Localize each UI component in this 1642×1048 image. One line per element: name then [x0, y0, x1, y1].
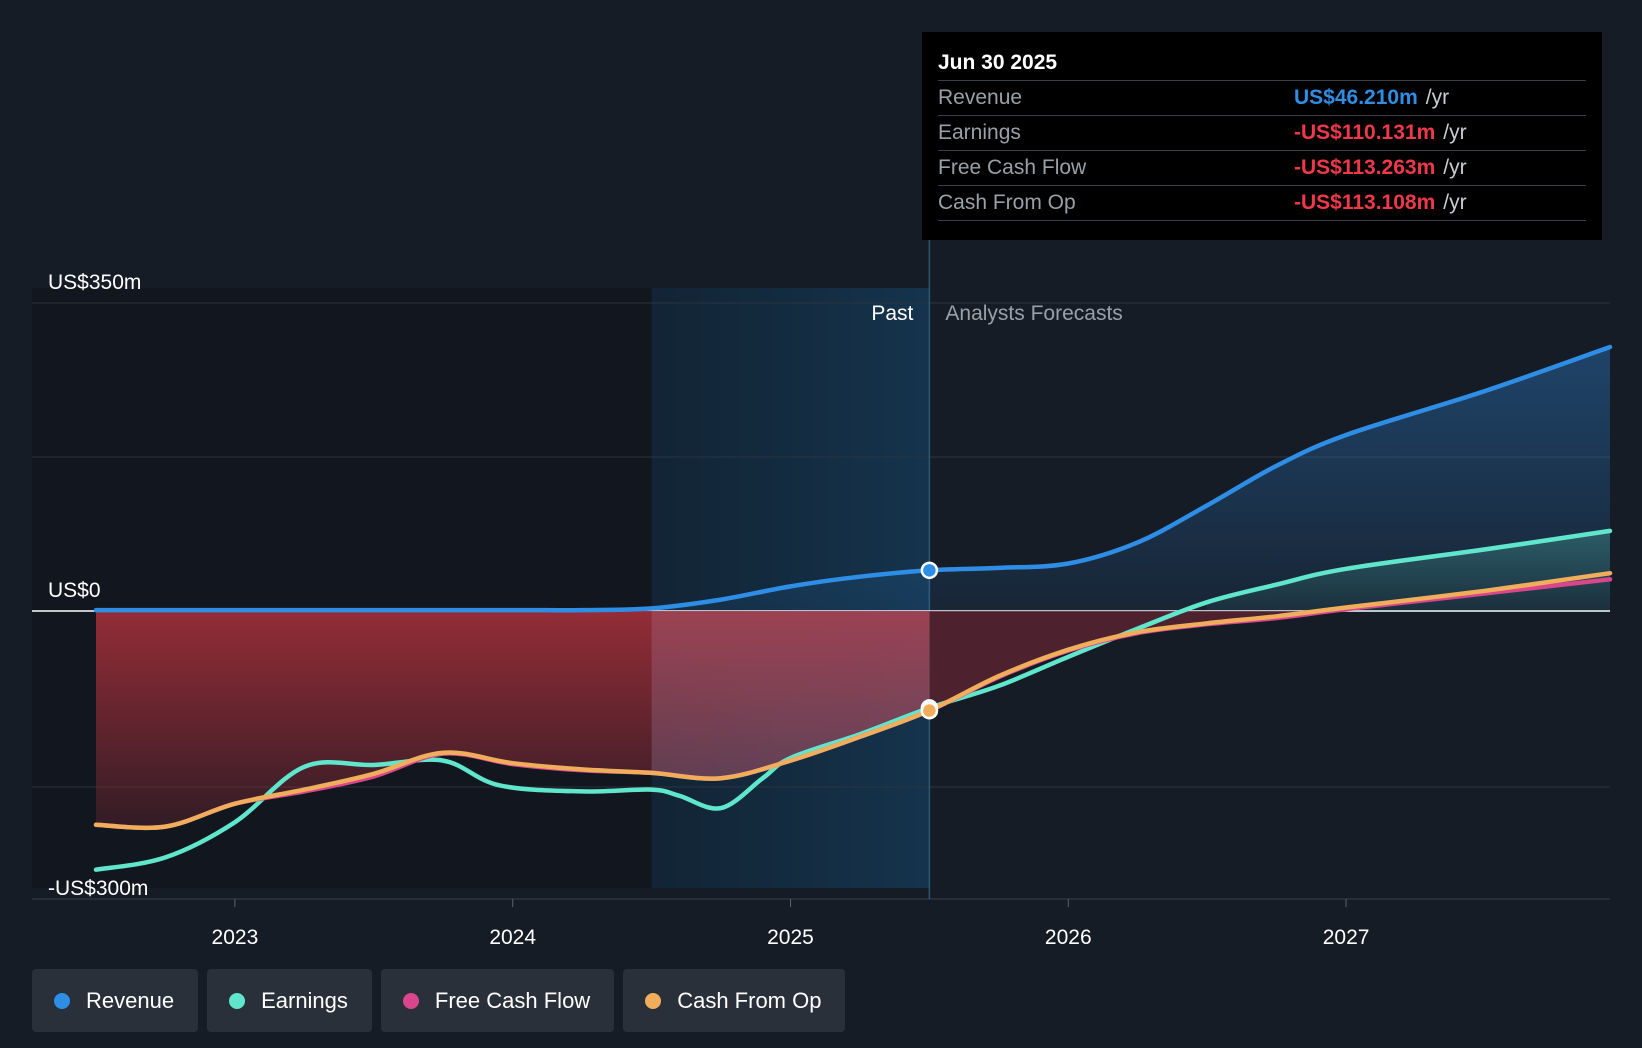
tooltip: Jun 30 2025 Revenue US$46.210m /yr Earni…	[922, 32, 1602, 240]
y-axis-label: -US$300m	[48, 877, 148, 900]
legend-label: Earnings	[261, 987, 348, 1013]
x-tick-label: 2025	[767, 926, 814, 949]
marker-revenue	[920, 561, 939, 580]
cash-from-op-dot-icon	[645, 992, 662, 1009]
tooltip-row-earnings: Earnings -US$110.131m /yr	[938, 116, 1586, 151]
past-negative-area	[96, 611, 930, 828]
tooltip-row-free-cash-flow: Free Cash Flow -US$113.263m /yr	[938, 151, 1586, 186]
series-line-earnings	[93, 528, 1613, 872]
tooltip-unit: /yr	[1443, 121, 1467, 144]
legend-label: Free Cash Flow	[434, 987, 591, 1013]
earnings-dot-icon	[229, 992, 246, 1009]
series-line-cash-from-op	[93, 570, 1613, 831]
tooltip-unit: /yr	[1443, 156, 1467, 179]
forecast-label: Analysts Forecasts	[945, 302, 1122, 325]
x-tick-label: 2023	[212, 926, 259, 949]
legend: Revenue Earnings Free Cash Flow Cash Fro…	[32, 969, 846, 1032]
tooltip-value: US$46.210m	[1294, 86, 1418, 109]
legend-label: Cash From Op	[677, 987, 822, 1013]
legend-item-free-cash-flow[interactable]: Free Cash Flow	[380, 969, 615, 1032]
tooltip-label: Cash From Op	[938, 191, 1076, 214]
legend-label: Revenue	[86, 987, 175, 1013]
x-tick-label: 2024	[489, 926, 536, 949]
tooltip-date: Jun 30 2025	[938, 46, 1586, 81]
tooltip-label: Revenue	[938, 86, 1023, 109]
free-cash-flow-dot-icon	[402, 992, 419, 1009]
revenue-dot-icon	[54, 992, 70, 1009]
marker-cash-from-op	[920, 701, 939, 720]
x-tick-label: 2027	[1323, 926, 1370, 949]
tooltip-value: -US$113.108m	[1294, 191, 1436, 214]
past-label: Past	[871, 302, 913, 325]
tooltip-label: Free Cash Flow	[938, 156, 1087, 179]
y-axis-label: US$0	[48, 579, 101, 602]
forecast-negative-area	[929, 607, 1347, 711]
tooltip-unit: /yr	[1425, 86, 1450, 109]
tooltip-row-revenue: Revenue US$46.210m /yr	[938, 81, 1586, 116]
tooltip-value: -US$113.263m	[1294, 156, 1436, 179]
tooltip-value: -US$110.131m	[1294, 121, 1436, 144]
tooltip-label: Earnings	[938, 121, 1021, 144]
revenue-area	[96, 347, 1610, 611]
tooltip-row-cash-from-op: Cash From Op -US$113.108m /yr	[938, 186, 1586, 221]
series-line-revenue	[93, 344, 1613, 613]
legend-item-cash-from-op[interactable]: Cash From Op	[623, 969, 846, 1032]
y-axis-label: US$350m	[48, 271, 141, 294]
legend-item-revenue[interactable]: Revenue	[32, 969, 199, 1032]
tooltip-unit: /yr	[1443, 191, 1467, 214]
legend-item-earnings[interactable]: Earnings	[207, 969, 372, 1032]
x-tick-label: 2026	[1045, 926, 1092, 949]
